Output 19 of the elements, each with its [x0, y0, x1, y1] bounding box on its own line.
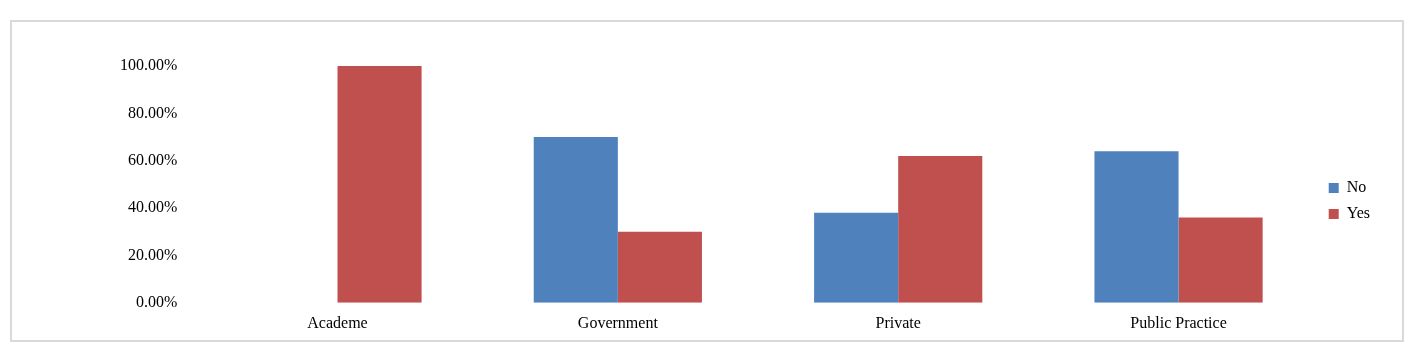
- x-tick-label: Academe: [307, 313, 368, 331]
- y-tick-label: 80.00%: [128, 103, 178, 121]
- y-tick-label: 100.00%: [120, 56, 178, 74]
- legend-label: No: [1346, 178, 1367, 196]
- bar: [898, 155, 983, 303]
- x-tick-label: Private: [875, 313, 921, 331]
- legend-label: Yes: [1346, 204, 1370, 222]
- bar: [814, 212, 899, 303]
- bar: [1178, 217, 1263, 303]
- x-tick-label: Government: [577, 313, 659, 331]
- y-tick-label: 40.00%: [128, 198, 178, 216]
- bar: [337, 66, 422, 303]
- y-tick-label: 0.00%: [136, 293, 178, 310]
- y-tick-label: 20.00%: [128, 245, 178, 263]
- bar: [1094, 151, 1179, 303]
- bar: [533, 137, 618, 303]
- bar: [617, 231, 702, 303]
- y-tick-label: 60.00%: [128, 150, 178, 168]
- x-tick-label: Public Practice: [1130, 313, 1227, 331]
